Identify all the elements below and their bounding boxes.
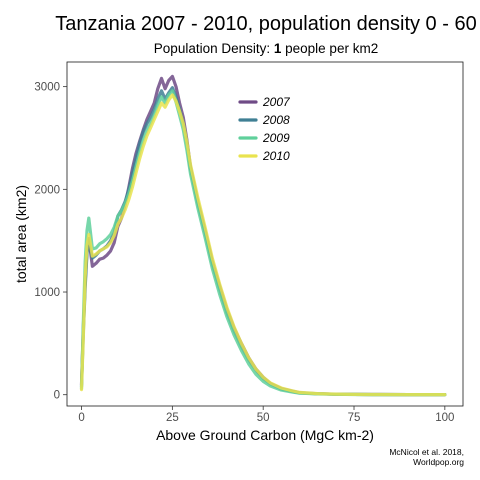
- caption-line-1: McNicol et al. 2018,: [389, 447, 464, 457]
- y-tick-label: 1000: [34, 287, 60, 299]
- legend-label-2009: 2009: [262, 131, 290, 145]
- caption-line-2: Worldpop.org: [413, 457, 464, 467]
- chart-subtitle: Population Density: 1 people per km2: [154, 41, 378, 56]
- x-axis-title: Above Ground Carbon (MgC km-2): [156, 427, 374, 443]
- legend-label-2007: 2007: [262, 95, 291, 109]
- plot-panel: [66, 61, 464, 407]
- y-tick-label: 3000: [34, 82, 60, 94]
- x-axis: 0 25 50 75 100: [78, 406, 454, 424]
- legend-label-2008: 2008: [262, 113, 290, 127]
- subtitle-bold-value: 1: [274, 41, 282, 56]
- series-group: [79, 74, 447, 397]
- y-tick-label: 2000: [34, 184, 60, 196]
- x-tick-label: 25: [166, 412, 179, 424]
- y-tick-label: 0: [54, 390, 60, 402]
- legend: 2007 2008 2009 2010: [238, 95, 291, 163]
- y-axis-title: total area (km2): [13, 185, 29, 283]
- subtitle-suffix: people per km2: [281, 41, 378, 56]
- series-line-2009: [79, 89, 447, 397]
- chart-title: Tanzania 2007 - 2010, population density…: [55, 13, 476, 35]
- series-line-2010: [79, 93, 447, 397]
- x-tick-label: 100: [435, 412, 454, 424]
- x-tick-label: 0: [78, 412, 84, 424]
- x-tick-label: 75: [348, 412, 361, 424]
- x-tick-label: 50: [257, 412, 270, 424]
- y-axis: 0 1000 2000 3000: [34, 82, 67, 402]
- legend-label-2010: 2010: [262, 149, 290, 163]
- subtitle-prefix: Population Density:: [154, 41, 274, 56]
